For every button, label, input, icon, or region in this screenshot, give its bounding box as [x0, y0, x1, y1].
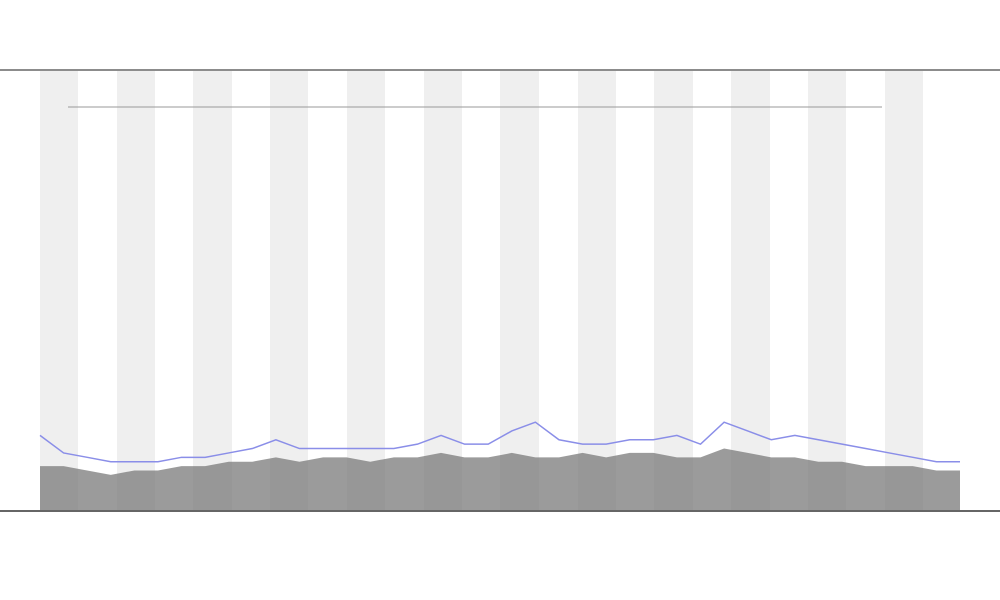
- line: [39, 421, 960, 463]
- background-bands: [40, 71, 923, 510]
- area: [40, 448, 960, 510]
- plot: [39, 421, 960, 510]
